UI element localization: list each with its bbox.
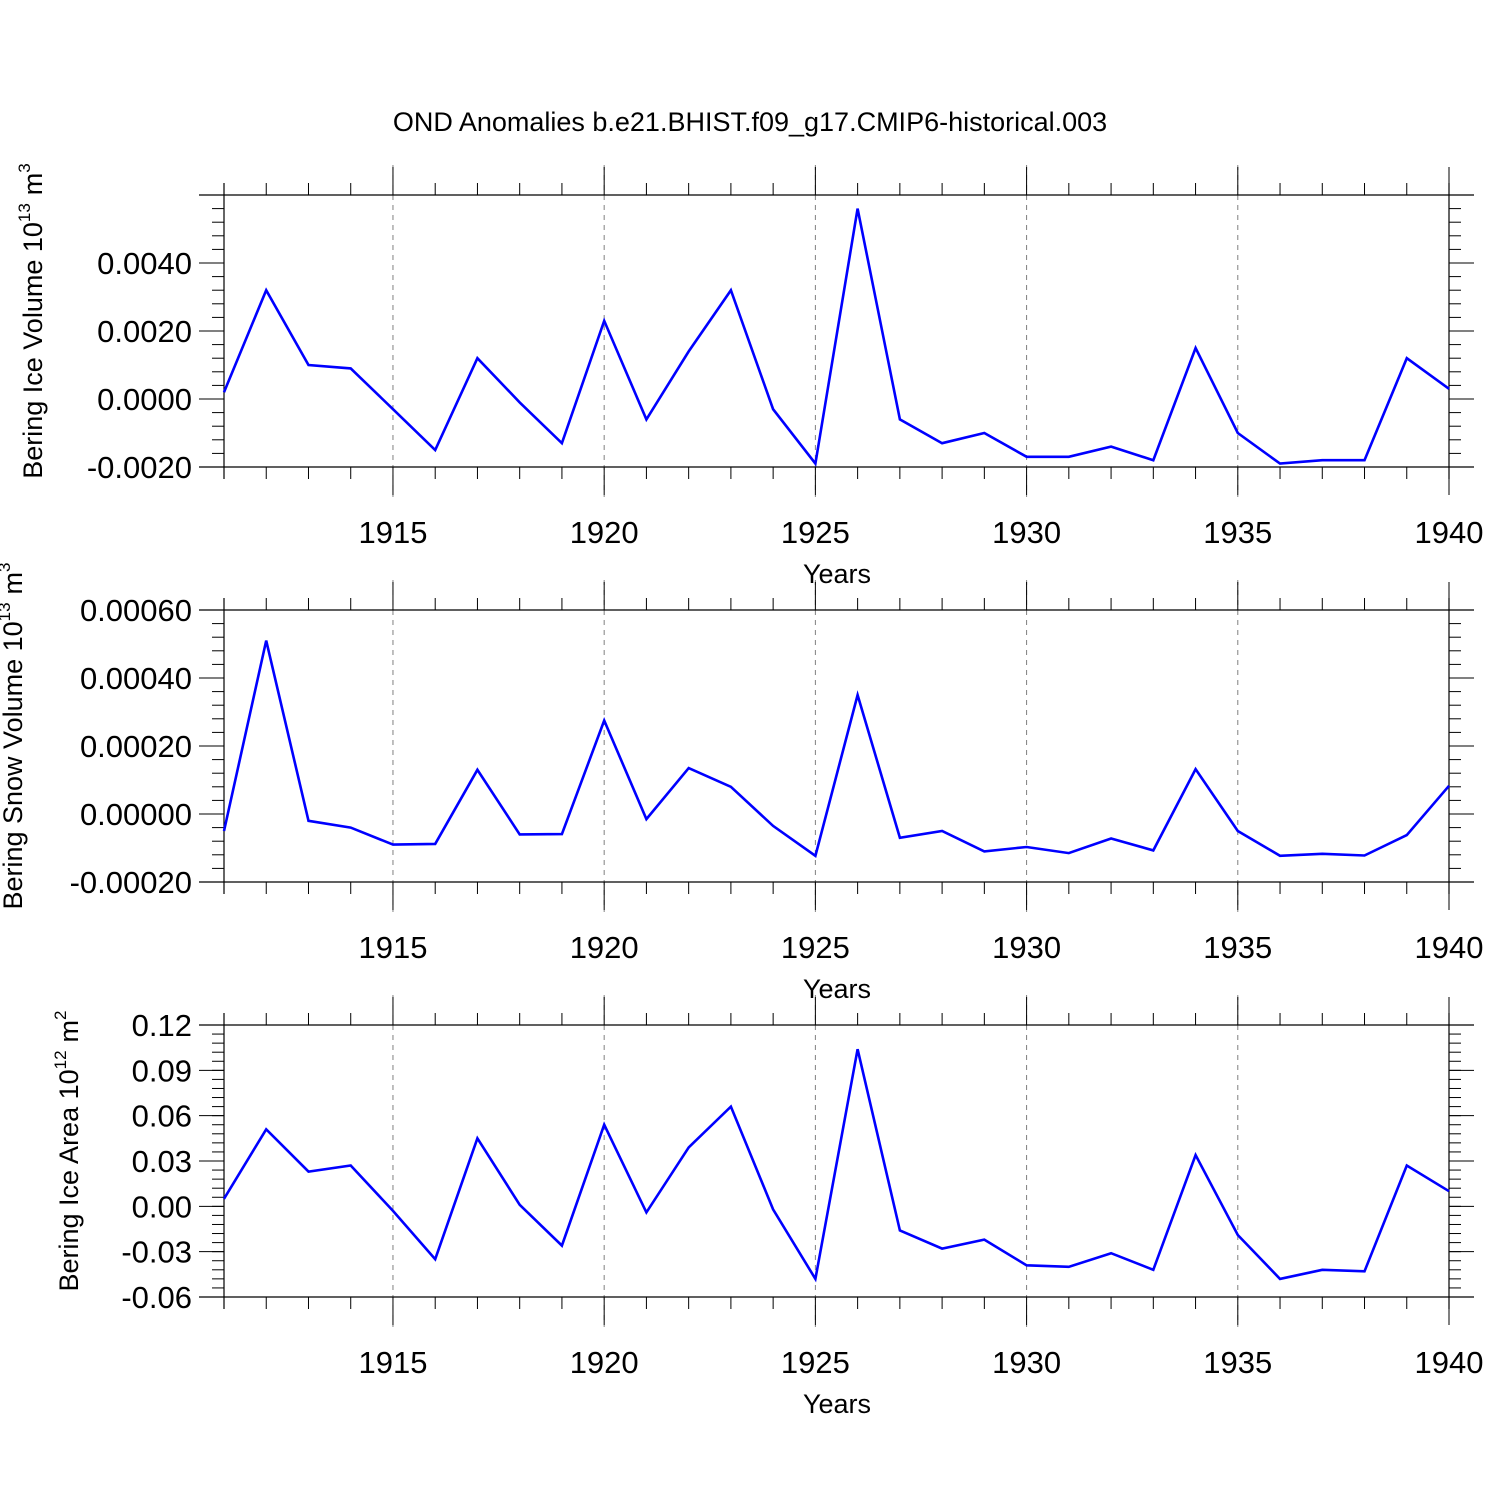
y-axis-label-text: Bering Snow Volume 10 <box>0 621 28 909</box>
x-axis-label: Years <box>803 1389 871 1419</box>
y-axis-label: Bering Ice Volume 1013 m3 <box>15 163 48 479</box>
y-tick-label: 0.00060 <box>80 593 192 628</box>
y-tick-label: 0.0020 <box>97 314 192 349</box>
panel-ice-volume: -0.0020 0.0000 0.0020 0.0040 1915 1920 1925 193… <box>15 163 1483 589</box>
y-axis-label-exp: 13 <box>0 602 14 621</box>
series-line-ice-volume <box>222 208 1450 467</box>
x-tick-label: 1940 <box>1415 515 1484 550</box>
y-axis-label-exp: 12 <box>51 1050 70 1069</box>
y-tick-label: 0.03 <box>132 1144 192 1179</box>
x-tick-label: 1935 <box>1203 515 1272 550</box>
y-tick-label: -0.0020 <box>87 450 192 485</box>
y-tick-label: 0.12 <box>132 1008 192 1043</box>
panel-snow-volume: -0.00020 0.00000 0.00020 0.00040 0.00060 1915… <box>0 562 1483 1004</box>
x-tick-label: 1940 <box>1415 930 1484 965</box>
figure-title: OND Anomalies b.e21.BHIST.f09_g17.CMIP6-… <box>393 107 1107 137</box>
y-tick-label: 0.0000 <box>97 382 192 417</box>
x-tick-label: 1915 <box>358 1345 427 1380</box>
y-tick-label: -0.03 <box>121 1235 192 1270</box>
x-tick-label: 1940 <box>1415 1345 1484 1380</box>
y-tick-label: -0.06 <box>121 1280 192 1315</box>
x-tick-label: 1930 <box>992 930 1061 965</box>
y-tick-label: 0.00 <box>132 1189 192 1224</box>
y-tick-label: 0.00000 <box>80 797 192 832</box>
x-tick-label: 1925 <box>781 515 850 550</box>
x-tick-label: 1935 <box>1203 1345 1272 1380</box>
y-axis-label: Bering Snow Volume 1013 m3 <box>0 562 28 909</box>
panel-ice-area: -0.06 -0.03 0.00 0.03 0.06 0.09 0.12 1915 1920 19… <box>51 995 1483 1419</box>
series-line-snow-volume <box>222 640 1450 858</box>
y-tick-label: 0.0040 <box>97 246 192 281</box>
x-tick-label: 1930 <box>992 515 1061 550</box>
y-axis-label-unit-exp: 3 <box>0 562 14 571</box>
y-axis-label-unit-exp: 2 <box>51 1010 70 1019</box>
y-axis-label: Bering Ice Area 1012 m2 <box>51 1010 84 1291</box>
y-axis-label-unit: m <box>0 572 28 595</box>
x-tick-label: 1925 <box>781 1345 850 1380</box>
y-tick-label: 0.00040 <box>80 661 192 696</box>
x-axis-label: Years <box>803 974 871 1004</box>
x-tick-label: 1930 <box>992 1345 1061 1380</box>
x-tick-label: 1915 <box>358 930 427 965</box>
y-axis-label-unit: m <box>18 173 48 196</box>
y-axis-label-exp: 13 <box>15 203 34 222</box>
x-tick-label: 1920 <box>570 930 639 965</box>
y-axis-label-unit: m <box>54 1020 84 1043</box>
y-axis-label-unit-exp: 3 <box>15 163 34 172</box>
x-axis-label: Years <box>803 559 871 589</box>
y-tick-label: 0.00020 <box>80 729 192 764</box>
x-tick-label: 1925 <box>781 930 850 965</box>
series-line-ice-area <box>222 1048 1450 1283</box>
x-tick-label: 1935 <box>1203 930 1272 965</box>
y-tick-label: -0.00020 <box>70 865 192 900</box>
x-tick-label: 1915 <box>358 515 427 550</box>
x-tick-label: 1920 <box>570 515 639 550</box>
y-tick-label: 0.09 <box>132 1053 192 1088</box>
x-tick-label: 1920 <box>570 1345 639 1380</box>
y-axis-label-text: Bering Ice Volume 10 <box>18 222 48 479</box>
y-tick-label: 0.06 <box>132 1099 192 1134</box>
y-axis-label-text: Bering Ice Area 10 <box>54 1069 84 1291</box>
